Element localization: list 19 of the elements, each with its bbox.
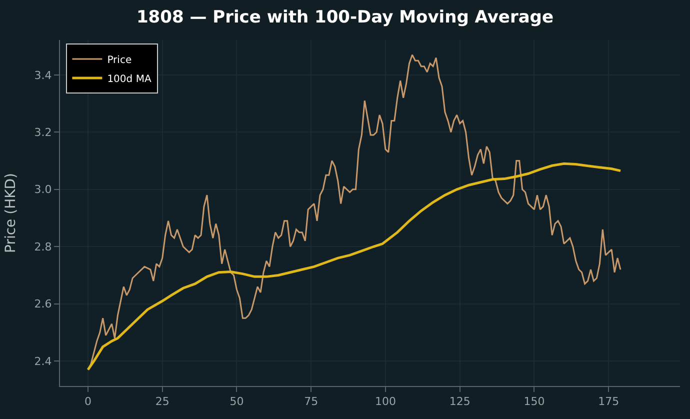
x-tick-label: 50 — [230, 395, 244, 408]
y-tick-label: 2.6 — [34, 298, 52, 311]
legend-label: 100d MA — [107, 74, 152, 85]
x-tick-label: 100 — [374, 395, 396, 408]
y-axis-title: Price (HKD) — [2, 172, 19, 254]
y-tick-label: 3.0 — [34, 183, 52, 196]
x-tick-label: 150 — [524, 395, 545, 408]
x-tick-label: 175 — [598, 395, 620, 408]
line-series — [86, 162, 622, 371]
y-tick-label: 3.4 — [34, 68, 52, 82]
y-tick-label: 3.2 — [34, 126, 52, 139]
y-tick-label: 2.4 — [34, 354, 52, 368]
chart-title: 1808 — Price with 100-Day Moving Average — [136, 7, 554, 28]
y-tick-label: 2.8 — [34, 240, 52, 254]
x-tick-label: 25 — [155, 395, 170, 408]
x-tick-label: 75 — [304, 395, 318, 408]
legend-label: Price — [107, 54, 132, 66]
x-tick-label: 125 — [449, 395, 470, 408]
x-tick-label: 0 — [84, 395, 92, 408]
